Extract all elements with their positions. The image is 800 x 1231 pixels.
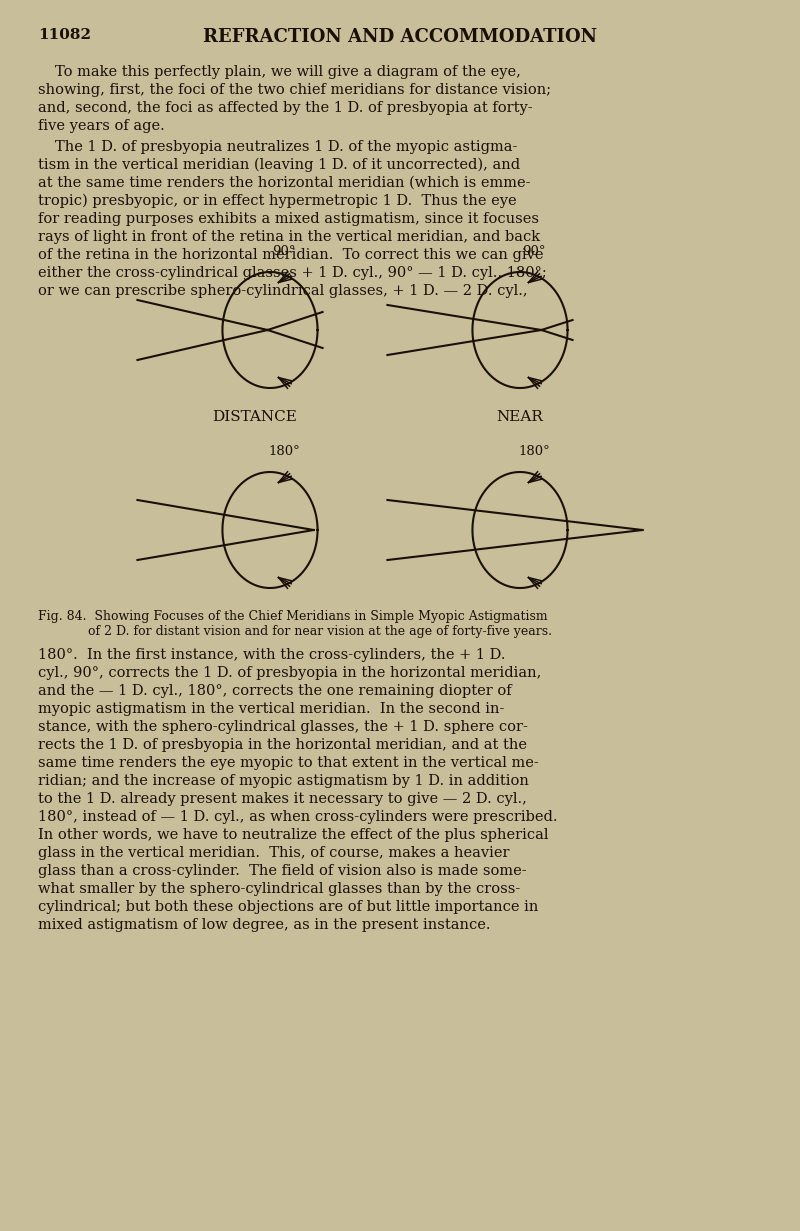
Text: rects the 1 D. of presbyopia in the horizontal meridian, and at the: rects the 1 D. of presbyopia in the hori… bbox=[38, 739, 527, 752]
Text: showing, first, the foci of the two chief meridians for distance vision;: showing, first, the foci of the two chie… bbox=[38, 82, 551, 97]
Text: The 1 D. of presbyopia neutralizes 1 D. of the myopic astigma-: The 1 D. of presbyopia neutralizes 1 D. … bbox=[55, 140, 518, 154]
Text: 11082: 11082 bbox=[38, 28, 91, 42]
Text: tism in the vertical meridian (leaving 1 D. of it uncorrected), and: tism in the vertical meridian (leaving 1… bbox=[38, 158, 520, 172]
Text: REFRACTION AND ACCOMMODATION: REFRACTION AND ACCOMMODATION bbox=[203, 28, 597, 46]
Text: rays of light in front of the retina in the vertical meridian, and back: rays of light in front of the retina in … bbox=[38, 230, 540, 244]
Text: mixed astigmatism of low degree, as in the present instance.: mixed astigmatism of low degree, as in t… bbox=[38, 918, 490, 932]
Text: to the 1 D. already present makes it necessary to give — 2 D. cyl.,: to the 1 D. already present makes it nec… bbox=[38, 792, 527, 806]
Text: To make this perfectly plain, we will give a diagram of the eye,: To make this perfectly plain, we will gi… bbox=[55, 65, 521, 79]
Text: what smaller by the sphero-cylindrical glasses than by the cross-: what smaller by the sphero-cylindrical g… bbox=[38, 881, 520, 896]
Text: 180°, instead of — 1 D. cyl., as when cross-cylinders were prescribed.: 180°, instead of — 1 D. cyl., as when cr… bbox=[38, 810, 558, 824]
Text: glass in the vertical meridian.  This, of course, makes a heavier: glass in the vertical meridian. This, of… bbox=[38, 846, 510, 860]
Text: for reading purposes exhibits a mixed astigmatism, since it focuses: for reading purposes exhibits a mixed as… bbox=[38, 212, 539, 227]
Text: 180°.  In the first instance, with the cross-cylinders, the + 1 D.: 180°. In the first instance, with the cr… bbox=[38, 648, 506, 662]
Text: cylindrical; but both these objections are of but little importance in: cylindrical; but both these objections a… bbox=[38, 900, 538, 913]
Text: stance, with the sphero-cylindrical glasses, the + 1 D. sphere cor-: stance, with the sphero-cylindrical glas… bbox=[38, 720, 528, 734]
Text: cyl., 90°, corrects the 1 D. of presbyopia in the horizontal meridian,: cyl., 90°, corrects the 1 D. of presbyop… bbox=[38, 666, 542, 680]
Text: same time renders the eye myopic to that extent in the vertical me-: same time renders the eye myopic to that… bbox=[38, 756, 538, 771]
Text: In other words, we have to neutralize the effect of the plus spherical: In other words, we have to neutralize th… bbox=[38, 828, 549, 842]
Text: Fig. 84.  Showing Focuses of the Chief Meridians in Simple Myopic Astigmatism: Fig. 84. Showing Focuses of the Chief Me… bbox=[38, 611, 548, 623]
Text: and, second, the foci as affected by the 1 D. of presbyopia at forty-: and, second, the foci as affected by the… bbox=[38, 101, 533, 114]
Text: five years of age.: five years of age. bbox=[38, 119, 165, 133]
Text: ridian; and the increase of myopic astigmatism by 1 D. in addition: ridian; and the increase of myopic astig… bbox=[38, 774, 529, 788]
Text: 90°: 90° bbox=[273, 245, 296, 259]
Text: myopic astigmatism in the vertical meridian.  In the second in-: myopic astigmatism in the vertical merid… bbox=[38, 702, 504, 716]
Text: DISTANCE: DISTANCE bbox=[213, 410, 298, 423]
Text: of the retina in the horizontal meridian.  To correct this we can give: of the retina in the horizontal meridian… bbox=[38, 247, 543, 262]
Text: either the cross-cylindrical glasses + 1 D. cyl., 90° — 1 D. cyl., 180°;: either the cross-cylindrical glasses + 1… bbox=[38, 266, 546, 279]
Text: or we can prescribe sphero-cylindrical glasses, + 1 D. — 2 D. cyl.,: or we can prescribe sphero-cylindrical g… bbox=[38, 284, 528, 298]
Text: NEAR: NEAR bbox=[497, 410, 543, 423]
Text: 180°: 180° bbox=[518, 444, 550, 458]
Text: tropic) presbyopic, or in effect hypermetropic 1 D.  Thus the eye: tropic) presbyopic, or in effect hyperme… bbox=[38, 194, 517, 208]
Text: 90°: 90° bbox=[522, 245, 546, 259]
Text: glass than a cross-cylinder.  The field of vision also is made some-: glass than a cross-cylinder. The field o… bbox=[38, 864, 526, 878]
Text: and the — 1 D. cyl., 180°, corrects the one remaining diopter of: and the — 1 D. cyl., 180°, corrects the … bbox=[38, 684, 512, 698]
Text: at the same time renders the horizontal meridian (which is emme-: at the same time renders the horizontal … bbox=[38, 176, 530, 190]
Text: of 2 D. for distant vision and for near vision at the age of forty-five years.: of 2 D. for distant vision and for near … bbox=[88, 625, 552, 638]
Text: 180°: 180° bbox=[268, 444, 300, 458]
